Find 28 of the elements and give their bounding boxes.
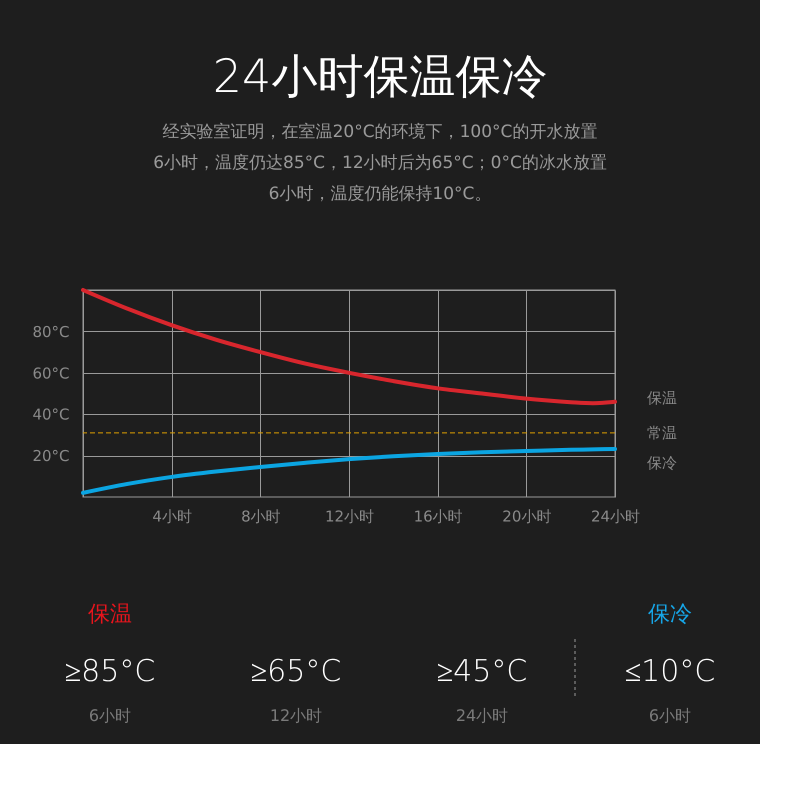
text: 6小时 (88, 706, 132, 725)
x-tick-label: 12小时 (324, 508, 374, 526)
x-tick-label: 16小时 (414, 508, 463, 526)
text: 6小时，温度仍能保持10°C。 (268, 184, 492, 204)
text: ≤10°C (624, 654, 716, 689)
text: 12小时 (270, 706, 322, 725)
text: 保温 (647, 388, 677, 407)
y-tick-label: 40°C (32, 406, 70, 424)
text: 经实验室证明，在室温20°C的环境下，100°C的开水放置 (162, 122, 598, 142)
x-tick-label: 4小时 (152, 508, 192, 526)
x-tick-label: 24小时 (590, 508, 640, 526)
text: 6小时 (648, 706, 692, 725)
y-tick-label: 80°C (32, 322, 70, 341)
x-tick-label: 8小时 (241, 508, 281, 526)
text: 保温 (88, 602, 132, 627)
line-series (81, 446, 617, 495)
text: ≥65°C (250, 654, 342, 689)
x-tick-label: 20小时 (502, 508, 552, 526)
text: 24小时 (456, 706, 508, 725)
text: 保冷 (647, 454, 677, 472)
text: 6小时，温度仍达85°C，12小时后为65°C；0°C的冰水放置 (153, 153, 607, 173)
ref-line-label: 常温 (647, 424, 677, 442)
y-tick-label: 20°C (32, 447, 70, 466)
text: 保冷 (648, 602, 692, 627)
y-tick-label: 60°C (32, 364, 70, 382)
text: ≥85°C (64, 654, 156, 689)
chart-title: 24小时保温保冷 (212, 49, 548, 103)
text: ≥45°C (436, 654, 528, 689)
